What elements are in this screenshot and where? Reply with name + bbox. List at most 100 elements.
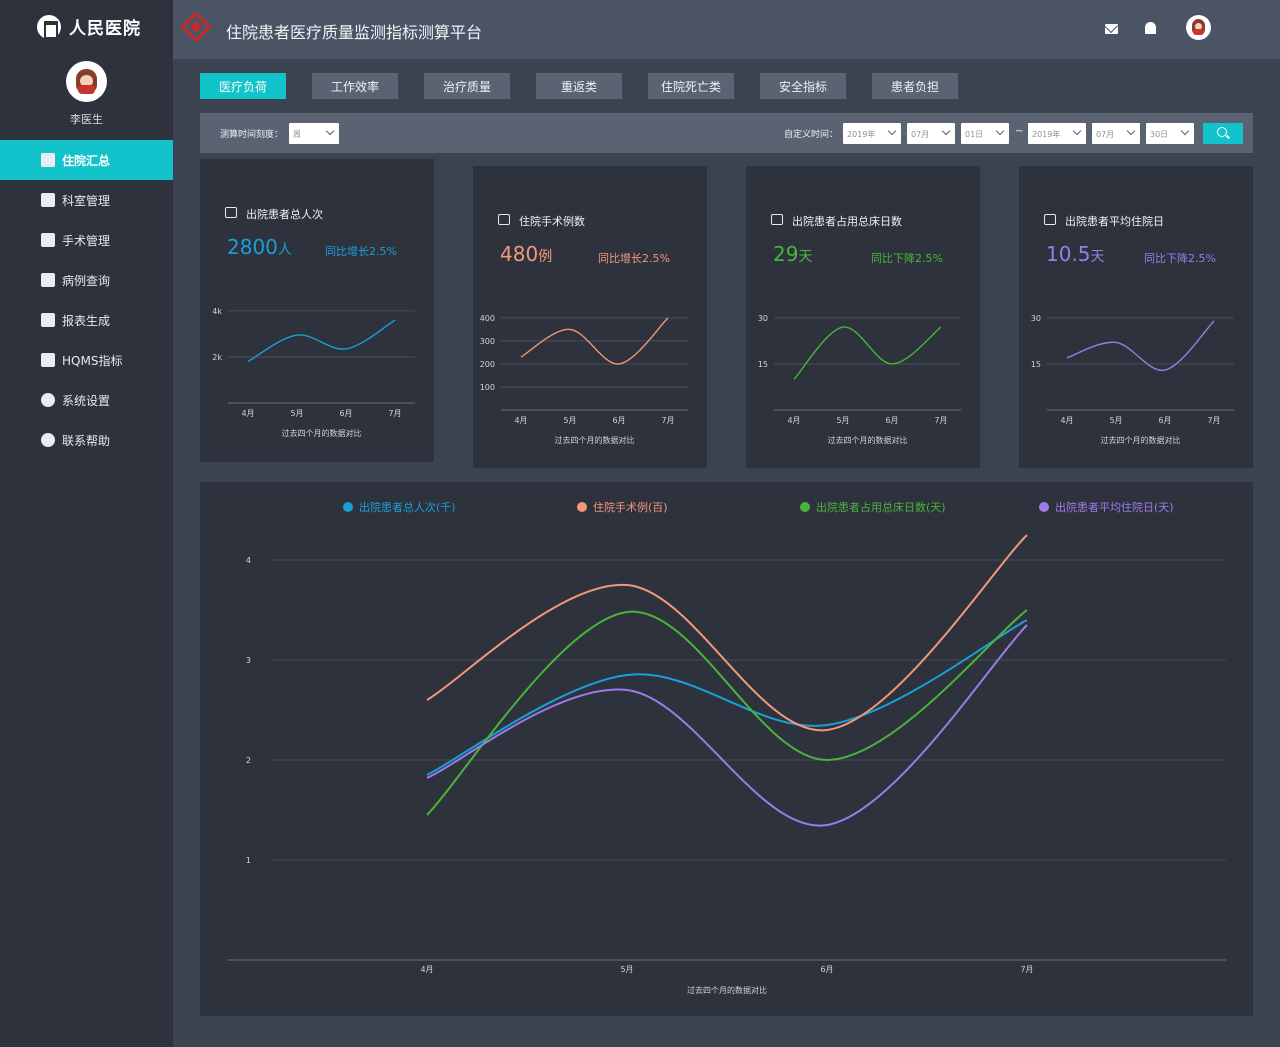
tab-4[interactable]: 住院死亡类 (648, 73, 734, 99)
mail-icon[interactable] (1105, 24, 1118, 34)
kpi-card-value: 2800人 (227, 235, 292, 259)
kpi-card-1[interactable]: 住院手术例数 480例 同比增长2.5% 100 200 300 400 4月 5月 6月 7月 过去… (473, 166, 707, 468)
y-tick-label: 4 (246, 556, 251, 565)
y-tick-label: 30 (758, 314, 768, 323)
gear-icon (41, 393, 55, 407)
kpi-card-compare: 同比增长2.5% (325, 245, 397, 258)
tab-1[interactable]: 工作效率 (312, 73, 398, 99)
legend-dot (800, 502, 810, 512)
hospital-logo[interactable]: 人民医院 (37, 14, 141, 39)
sidebar-item-5[interactable]: HQMS指标 (0, 340, 173, 380)
sidebar-item-4[interactable]: 报表生成 (0, 300, 173, 340)
filter-bar: 测算时间刻度： 周 自定义时间： 2019年 07月 01日 ~ 2019年 0… (200, 113, 1253, 153)
building-icon (41, 153, 55, 167)
hospital-logo-icon (37, 14, 61, 39)
x-tick-label: 7月 (934, 416, 947, 425)
end-year-select[interactable]: 2019年 (1028, 123, 1086, 144)
tab-3[interactable]: 重返类 (536, 73, 622, 99)
x-tick-label: 5月 (620, 965, 633, 974)
x-tick-label: 6月 (885, 416, 898, 425)
x-axis-label: 过去四个月的数据对比 (282, 428, 362, 438)
sidebar-item-label: 报表生成 (62, 313, 111, 328)
end-month-select[interactable]: 07月 (1092, 123, 1140, 144)
sidebar-item-label: 手术管理 (62, 233, 111, 248)
y-tick-label: 2k (212, 353, 222, 362)
sidebar-item-label: 住院汇总 (62, 153, 111, 168)
kpi-card-compare: 同比下降2.5% (1144, 252, 1216, 265)
end-day-select[interactable]: 30日 (1146, 123, 1194, 144)
chat-icon (41, 433, 55, 447)
tab-5[interactable]: 安全指标 (760, 73, 846, 99)
legend-item-3[interactable]: 出院患者平均住院日(天) (1039, 499, 1174, 515)
kpi-value-unit: 例 (538, 249, 553, 265)
legend-label: 出院患者总人次(千) (359, 501, 456, 514)
kpi-card-2[interactable]: 出院患者占用总床日数 29天 同比下降2.5% 15 30 4月 5月 6月 7月 过去四个月的数… (746, 166, 980, 468)
sidebar-item-1[interactable]: 科室管理 (0, 180, 173, 220)
series-line (426, 609, 1028, 816)
x-tick-label: 7月 (1020, 965, 1033, 974)
kpi-value-unit: 天 (1090, 249, 1105, 265)
legend-dot (577, 502, 587, 512)
kpi-card-3[interactable]: 出院患者平均住院日 10.5天 同比下降2.5% 15 30 4月 5月 6月 7月 过去四个月的… (1019, 166, 1253, 468)
sidebar-item-7[interactable]: 联系帮助 (0, 420, 173, 460)
start-month-select[interactable]: 07月 (907, 123, 955, 144)
kpi-value-unit: 人 (277, 242, 292, 258)
series-line (426, 534, 1028, 732)
x-tick-label: 7月 (1207, 416, 1220, 425)
sidebar-item-3[interactable]: 病例查询 (0, 260, 173, 300)
y-tick-label: 15 (1031, 360, 1041, 369)
y-tick-label: 2 (246, 756, 251, 765)
search-button[interactable] (1203, 123, 1243, 144)
sidebar-item-6[interactable]: 系统设置 (0, 380, 173, 420)
tab-6[interactable]: 患者负担 (872, 73, 958, 99)
kpi-value-number: 10.5 (1046, 242, 1091, 266)
x-tick-label: 5月 (563, 416, 576, 425)
kpi-card-compare: 同比下降2.5% (871, 252, 943, 265)
x-tick-label: 6月 (1158, 416, 1171, 425)
legend-dot (1039, 502, 1049, 512)
kpi-value-number: 480 (500, 242, 539, 266)
start-day-select[interactable]: 01日 (961, 123, 1009, 144)
bell-icon[interactable] (1145, 22, 1156, 34)
kpi-card-0[interactable]: 出院患者总人次 2800人 同比增长2.5% 2k 4k 4月 5月 6月 7月 过去四个月的数据… (200, 159, 434, 462)
kpi-card-compare: 同比增长2.5% (598, 252, 670, 265)
x-tick-label: 4月 (420, 965, 433, 974)
tab-2[interactable]: 治疗质量 (424, 73, 510, 99)
y-tick-label: 1 (246, 856, 251, 865)
sidebar-item-0[interactable]: 住院汇总 (0, 140, 173, 180)
legend-label: 住院手术例(百) (593, 501, 668, 514)
header-avatar[interactable] (1186, 15, 1211, 40)
accessibility-icon (225, 207, 237, 218)
legend-item-2[interactable]: 出院患者占用总床日数(天) (800, 499, 946, 515)
sidebar-item-label: 系统设置 (62, 393, 111, 408)
kpi-card-value: 480例 (500, 242, 552, 266)
y-tick-label: 400 (480, 314, 495, 323)
tab-0[interactable]: 医疗负荷 (200, 73, 286, 99)
kpi-card-value: 10.5天 (1046, 242, 1105, 266)
sidebar-nav: 住院汇总科室管理手术管理病例查询报表生成 HQMS指标系统设置联系帮助 (0, 140, 173, 460)
x-axis-label: 过去四个月的数据对比 (687, 985, 767, 995)
user-avatar[interactable] (66, 61, 107, 102)
kpi-value-number: 29 (773, 242, 799, 266)
y-tick-label: 3 (246, 656, 251, 665)
legend-item-0[interactable]: 出院患者总人次(千) (343, 499, 456, 515)
series-line (426, 624, 1028, 827)
legend-label: 出院患者占用总床日数(天) (816, 501, 946, 514)
bed-icon (771, 214, 783, 225)
x-tick-label: 7月 (661, 416, 674, 425)
comparison-chart: 出院患者总人次(千) 住院手术例(百) 出院患者占用总床日数(天) 出院患者平均住院日… (200, 482, 1253, 1016)
x-tick-label: 6月 (820, 965, 833, 974)
x-tick-label: 4月 (1060, 416, 1073, 425)
x-tick-label: 7月 (388, 409, 401, 418)
x-tick-label: 6月 (612, 416, 625, 425)
logo-text: 人民医院 (69, 19, 141, 39)
sidebar-item-2[interactable]: 手术管理 (0, 220, 173, 260)
granularity-select[interactable]: 周 (289, 123, 339, 144)
legend-item-1[interactable]: 住院手术例(百) (577, 499, 668, 515)
start-year-select[interactable]: 2019年 (843, 123, 901, 144)
